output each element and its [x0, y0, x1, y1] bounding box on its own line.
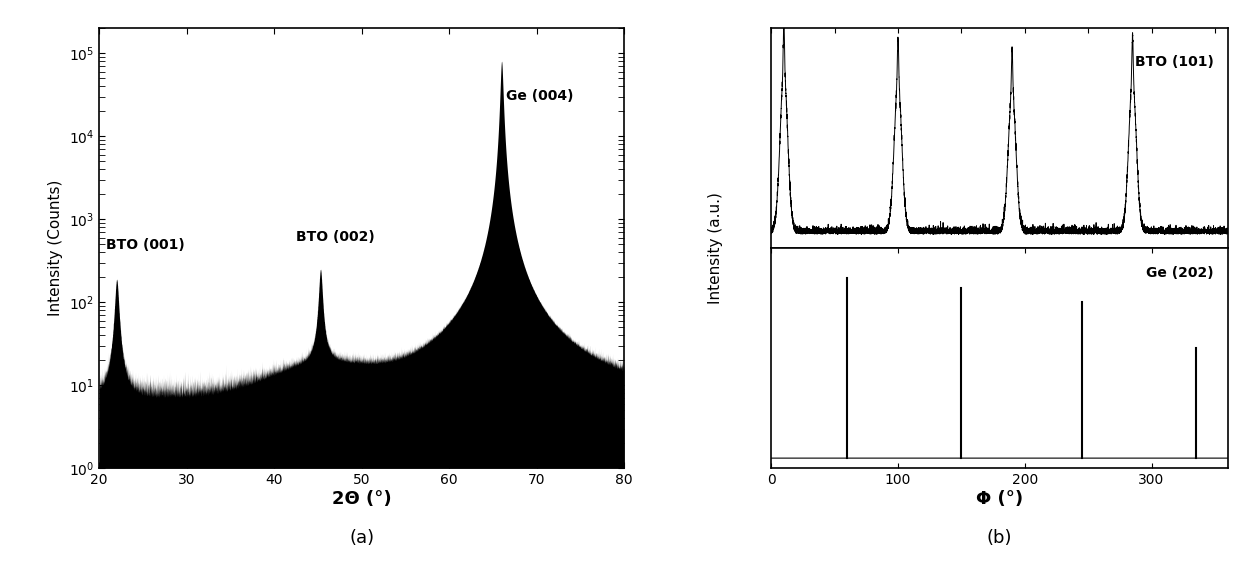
- Text: BTO (001): BTO (001): [107, 238, 185, 252]
- Text: (b): (b): [987, 529, 1012, 547]
- Text: BTO (101): BTO (101): [1135, 55, 1214, 69]
- Text: BTO (002): BTO (002): [296, 230, 374, 244]
- Text: Ge (004): Ge (004): [506, 89, 573, 103]
- Text: Intensity (a.u.): Intensity (a.u.): [708, 192, 723, 304]
- Text: (a): (a): [348, 529, 374, 547]
- X-axis label: Φ (°): Φ (°): [976, 490, 1023, 508]
- Text: Ge (202): Ge (202): [1146, 266, 1214, 280]
- Y-axis label: Intensity (Counts): Intensity (Counts): [48, 180, 63, 316]
- X-axis label: 2Θ (°): 2Θ (°): [332, 490, 392, 508]
